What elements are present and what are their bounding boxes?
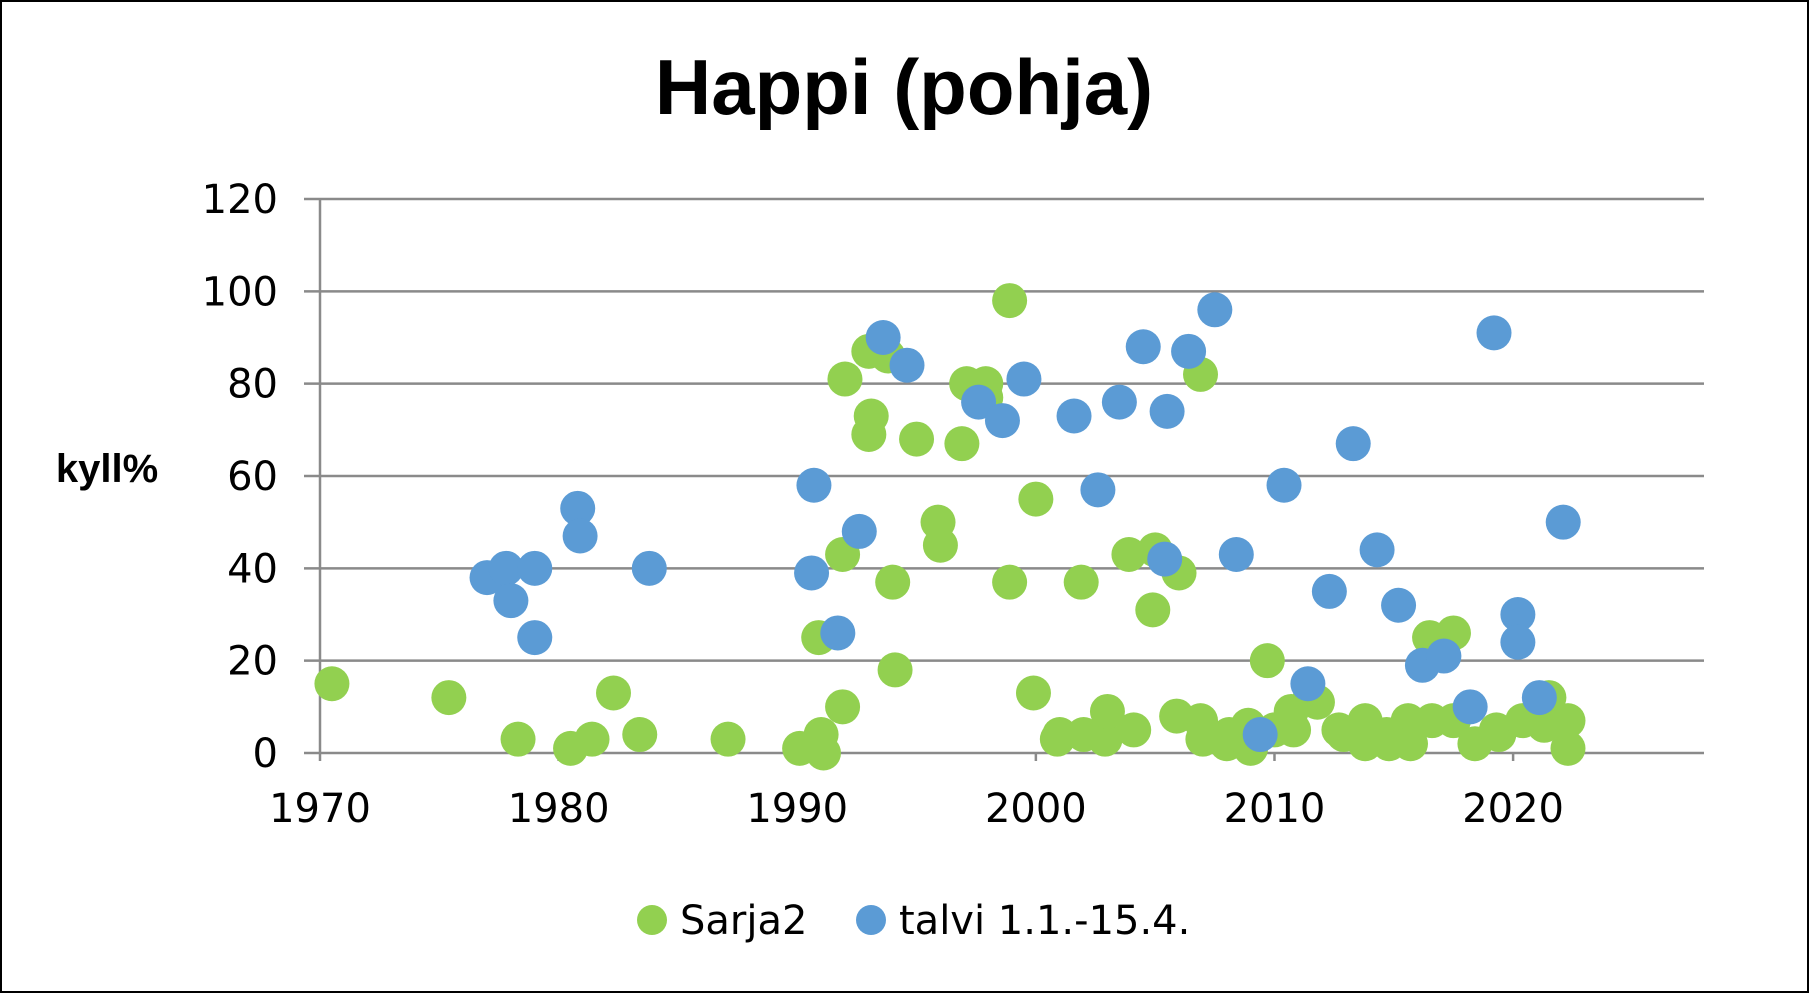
axes: 0 20 40 60 80 100 120 1970 1980 1990 2000 2010 2020 [202,177,1564,832]
data-point [865,320,901,355]
chart-title: Happi (pohja) [655,43,1153,131]
data-point [1015,675,1051,711]
data-point [1266,467,1302,503]
data-point [841,513,877,549]
data-point [517,550,553,586]
data-point [631,550,667,586]
data-point [1171,333,1207,369]
data-point [488,550,524,586]
x-tick-label: 1970 [269,786,371,832]
data-point [1426,638,1462,674]
data-point [825,689,861,725]
data-point [1006,361,1042,397]
data-point [1249,643,1285,679]
data-point [1147,541,1183,577]
data-point [596,675,632,711]
y-tick-label: 20 [227,639,278,685]
data-point [899,421,935,457]
data-point [944,426,980,462]
data-point [1359,532,1395,568]
x-tick-label: 1990 [746,786,848,832]
data-point [820,615,856,651]
data-point [796,467,832,503]
y-tick-label: 80 [227,362,278,408]
data-point [710,721,746,757]
data-point [992,564,1028,600]
data-point [431,680,467,716]
data-point [1218,536,1254,572]
data-point [500,721,536,757]
legend-marker [856,905,886,935]
data-point [851,416,887,452]
data-point [1381,587,1417,623]
data-point [1500,597,1536,632]
data-point [1018,481,1054,517]
data-point [1500,624,1536,660]
series-talvi [469,292,1581,753]
y-axis-label: kyll% [56,447,158,491]
data-point [1276,712,1312,748]
data-point [1311,573,1347,609]
series-sarja2 [314,283,1586,771]
x-tick-label: 2000 [985,786,1087,832]
data-point [314,666,350,702]
data-point [1080,472,1116,508]
data-point [1290,666,1326,702]
data-point [1125,329,1161,365]
data-point [1392,726,1428,762]
y-tick-label: 120 [202,177,278,223]
data-point [805,735,841,771]
data-point [517,620,553,656]
data-point [1335,426,1371,462]
data-point [922,527,958,563]
legend-marker [637,905,667,935]
data-points [314,283,1586,771]
data-point [1116,712,1152,748]
data-point [1550,703,1586,739]
y-tick-label: 100 [202,269,278,315]
data-point [560,490,596,526]
data-point [1550,730,1586,766]
data-point [875,564,911,600]
legend: Sarja2 talvi 1.1.-15.4. [637,898,1190,944]
data-point [1063,564,1099,600]
data-point [1452,689,1488,725]
x-tick-label: 2020 [1462,786,1564,832]
gridlines [304,197,1704,755]
legend-label: talvi 1.1.-15.4. [899,898,1190,944]
data-point [877,652,913,688]
data-point [827,361,863,397]
data-point [493,583,529,619]
data-point [984,403,1020,439]
data-point [794,555,830,591]
x-tick-label: 2010 [1224,786,1326,832]
data-point [1197,292,1233,328]
data-point [889,347,925,383]
data-point [1101,384,1137,420]
data-point [1089,693,1125,729]
y-tick-label: 40 [227,546,278,592]
data-point [1135,592,1171,628]
y-tick-label: 0 [253,731,278,777]
legend-label: Sarja2 [680,898,807,944]
data-point [961,384,997,420]
data-point [1149,393,1185,429]
data-point [562,518,598,554]
x-tick-label: 1980 [508,786,610,832]
data-point [1521,680,1557,716]
data-point [622,717,658,753]
data-point [992,283,1028,319]
data-point [1242,717,1278,753]
data-point [1545,504,1581,540]
data-point [1111,536,1147,572]
data-point [1087,721,1123,757]
data-point [1476,315,1512,351]
data-point [1056,398,1092,434]
data-point [574,721,610,757]
y-tick-label: 60 [227,454,278,500]
